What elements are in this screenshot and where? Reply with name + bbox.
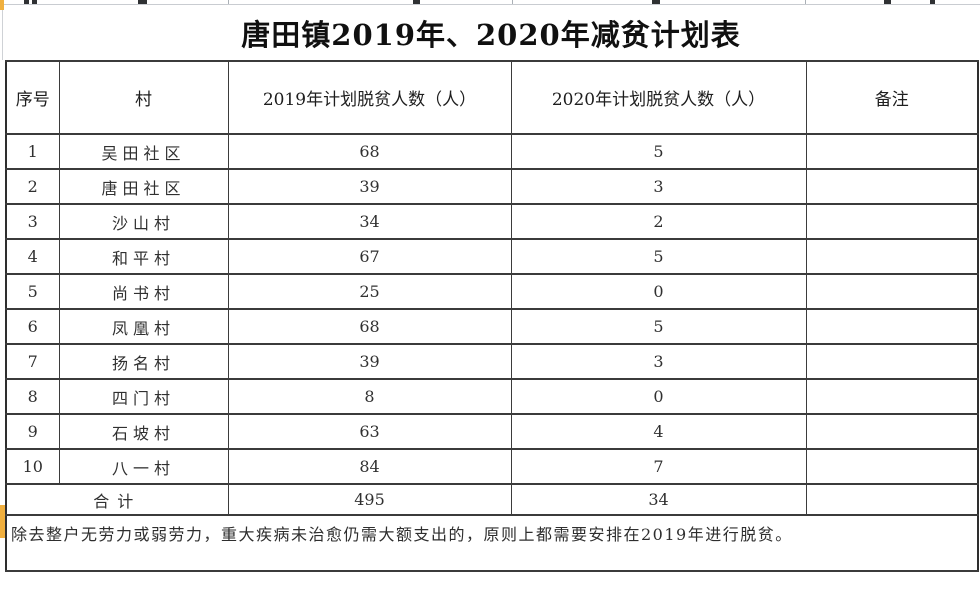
col-header-serial[interactable]: 序号 (5, 60, 60, 135)
cell-village[interactable]: 四门村 (58, 378, 229, 415)
cell-2019[interactable]: 39 (227, 168, 512, 205)
cell-remark[interactable] (805, 343, 979, 380)
cell-village[interactable]: 扬名村 (58, 343, 229, 380)
cell-serial[interactable]: 4 (5, 238, 60, 275)
table-row: 8 四门村 8 0 (5, 378, 979, 415)
cell-2020[interactable]: 5 (510, 238, 807, 275)
cell-remark[interactable] (805, 308, 979, 345)
cell-2019[interactable]: 84 (227, 448, 512, 485)
cell-2019[interactable]: 39 (227, 343, 512, 380)
cell-2019[interactable]: 34 (227, 203, 512, 240)
cell-serial[interactable]: 10 (5, 448, 60, 485)
cell-2019[interactable]: 8 (227, 378, 512, 415)
total-2020-cell[interactable]: 34 (510, 483, 807, 516)
cell-remark[interactable] (805, 378, 979, 415)
cell-2020[interactable]: 0 (510, 273, 807, 310)
table-row: 1 吴田社区 68 5 (5, 133, 979, 170)
cell-serial[interactable]: 6 (5, 308, 60, 345)
gridline-artifact (805, 0, 806, 4)
row-highlight-marker (0, 0, 4, 10)
table-row: 9 石坡村 63 4 (5, 413, 979, 450)
gridline-artifact (512, 0, 513, 4)
table-header-row: 序号 村 2019年计划脱贫人数（人） 2020年计划脱贫人数（人） 备注 (5, 60, 979, 135)
cell-2019[interactable]: 67 (227, 238, 512, 275)
table-row: 3 沙山村 34 2 (5, 203, 979, 240)
cell-2019[interactable]: 68 (227, 133, 512, 170)
col-header-village[interactable]: 村 (58, 60, 229, 135)
cell-serial[interactable]: 2 (5, 168, 60, 205)
cell-2020[interactable]: 0 (510, 378, 807, 415)
total-remark-cell[interactable] (805, 483, 979, 516)
cell-serial[interactable]: 1 (5, 133, 60, 170)
cell-serial[interactable]: 8 (5, 378, 60, 415)
cell-2020[interactable]: 3 (510, 168, 807, 205)
cell-serial[interactable]: 9 (5, 413, 60, 450)
cell-2019[interactable]: 25 (227, 273, 512, 310)
cell-remark[interactable] (805, 133, 979, 170)
gridline-artifact (228, 0, 229, 4)
cell-village[interactable]: 唐田社区 (58, 168, 229, 205)
clipped-text-artifact (138, 0, 147, 4)
cell-remark[interactable] (805, 273, 979, 310)
cell-village[interactable]: 石坡村 (58, 413, 229, 450)
cell-remark[interactable] (805, 238, 979, 275)
table-row: 10 八一村 84 7 (5, 448, 979, 485)
cell-remark[interactable] (805, 413, 979, 450)
cell-2019[interactable]: 63 (227, 413, 512, 450)
cell-2020[interactable]: 5 (510, 308, 807, 345)
footnote-row: 除去整户无劳力或弱劳力，重大疾病未治愈仍需大额支出的，原则上都需要安排在2019… (5, 514, 979, 572)
cell-serial[interactable]: 3 (5, 203, 60, 240)
table-title: 唐田镇2019年、2020年减贫计划表 (241, 17, 741, 52)
cell-remark[interactable] (805, 168, 979, 205)
cell-remark[interactable] (805, 448, 979, 485)
cell-village[interactable]: 尚书村 (58, 273, 229, 310)
cell-2020[interactable]: 5 (510, 133, 807, 170)
clipped-text-artifact (24, 0, 29, 4)
total-label-cell[interactable]: 合计 (5, 483, 229, 516)
table-row: 2 唐田社区 39 3 (5, 168, 979, 205)
row-highlight-marker (0, 505, 5, 538)
cell-2020[interactable]: 7 (510, 448, 807, 485)
cell-2019[interactable]: 68 (227, 308, 512, 345)
clipped-text-artifact (652, 0, 660, 4)
cell-serial[interactable]: 7 (5, 343, 60, 380)
clipped-text-artifact (930, 0, 935, 4)
col-header-plan2019[interactable]: 2019年计划脱贫人数（人） (227, 60, 512, 135)
col-header-remarks[interactable]: 备注 (805, 60, 979, 135)
gridline-artifact (0, 4, 980, 5)
gridline-artifact (2, 4, 3, 60)
clipped-text-artifact (32, 0, 37, 4)
cell-serial[interactable]: 5 (5, 273, 60, 310)
clipped-text-artifact (413, 0, 420, 4)
col-header-plan2020[interactable]: 2020年计划脱贫人数（人） (510, 60, 807, 135)
table-row: 4 和平村 67 5 (5, 238, 979, 275)
cell-2020[interactable]: 2 (510, 203, 807, 240)
table-row: 5 尚书村 25 0 (5, 273, 979, 310)
cell-remark[interactable] (805, 203, 979, 240)
total-2019-cell[interactable]: 495 (227, 483, 512, 516)
clipped-text-artifact (884, 0, 891, 4)
total-row: 合计 495 34 (5, 483, 979, 516)
cell-village[interactable]: 吴田社区 (58, 133, 229, 170)
cell-village[interactable]: 凤凰村 (58, 308, 229, 345)
footnote-cell[interactable]: 除去整户无劳力或弱劳力，重大疾病未治愈仍需大额支出的，原则上都需要安排在2019… (5, 514, 979, 572)
cell-village[interactable]: 八一村 (58, 448, 229, 485)
table-row: 7 扬名村 39 3 (5, 343, 979, 380)
cell-2020[interactable]: 4 (510, 413, 807, 450)
table-row: 6 凤凰村 68 5 (5, 308, 979, 345)
cell-2020[interactable]: 3 (510, 343, 807, 380)
cell-village[interactable]: 沙山村 (58, 203, 229, 240)
cell-village[interactable]: 和平村 (58, 238, 229, 275)
